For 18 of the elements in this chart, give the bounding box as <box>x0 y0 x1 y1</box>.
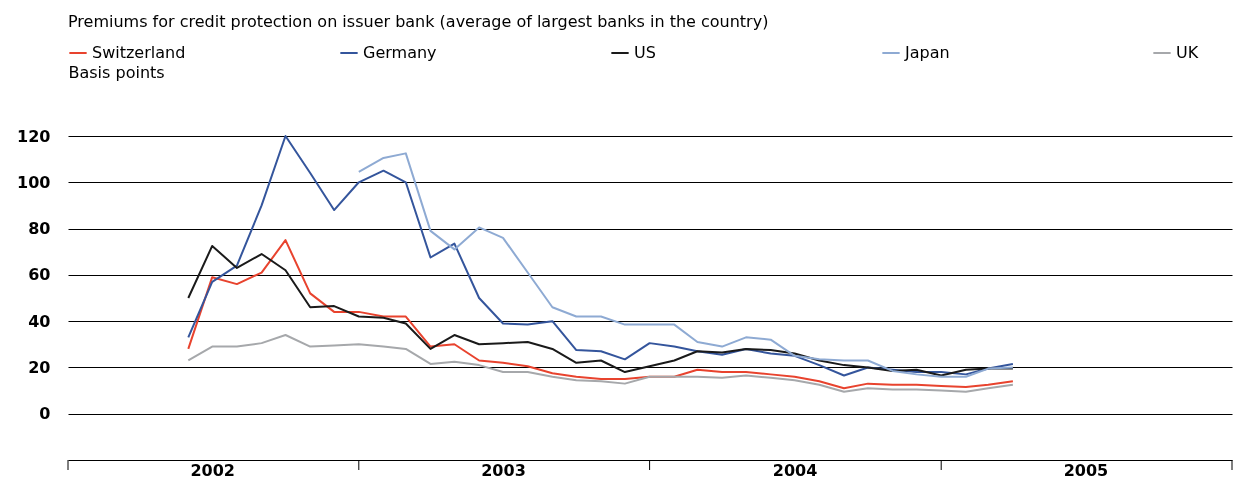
legend-label: Germany <box>363 43 437 62</box>
y-tick-label: 40 <box>28 311 51 331</box>
legend-label: Switzerland <box>92 43 186 62</box>
legend-label: UK <box>1176 43 1199 62</box>
x-tick-label: 2003 <box>481 460 526 480</box>
y-tick-label: 100 <box>17 172 51 192</box>
x-tick-label: 2002 <box>190 460 235 480</box>
y-tick-label: 80 <box>28 219 51 239</box>
legend-label: US <box>634 43 656 62</box>
legend-label: Japan <box>904 43 950 62</box>
chart-title: Premiums for credit protection on issuer bank (average of largest banks in the country) <box>68 12 769 31</box>
y-tick-label: 120 <box>17 126 51 146</box>
x-tick-label: 2004 <box>772 460 818 480</box>
y-tick-label: 20 <box>28 357 51 377</box>
y-tick-label: 0 <box>39 404 51 424</box>
y-axis-title: Basis points <box>68 62 165 82</box>
y-tick-label: 60 <box>28 265 51 285</box>
x-tick-label: 2005 <box>1063 460 1109 480</box>
